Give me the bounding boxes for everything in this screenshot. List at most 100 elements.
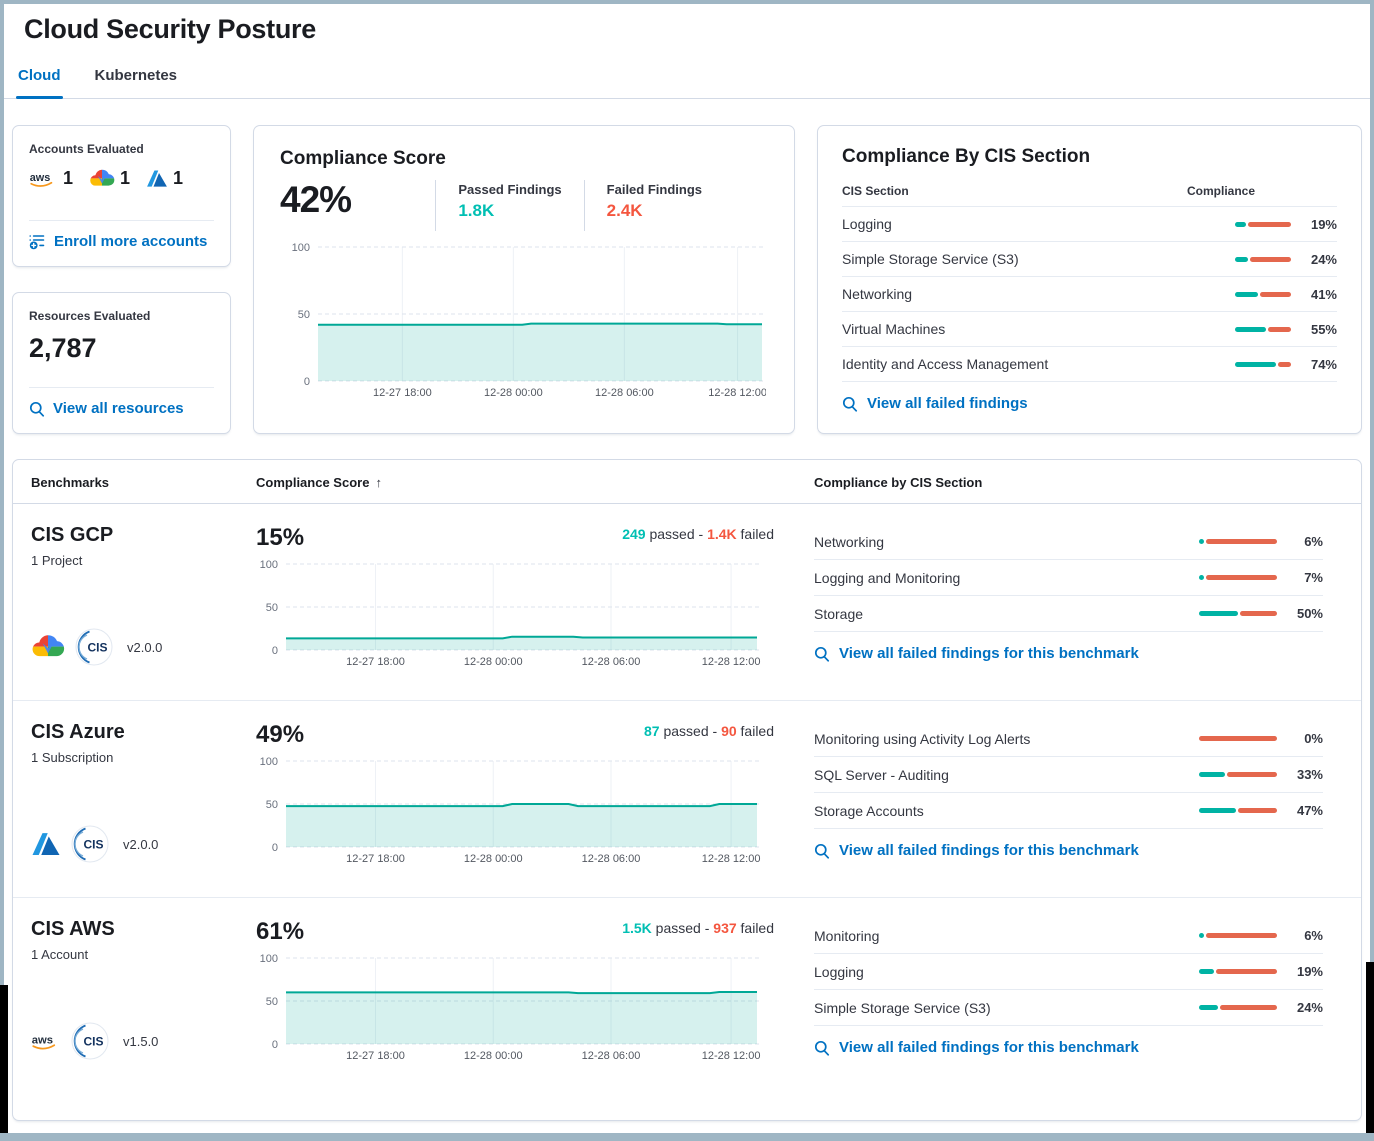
- bar-passed-segment: [1199, 539, 1204, 544]
- screenshot-artifact-right: [1366, 962, 1374, 1133]
- svg-text:12-28 12:00: 12-28 12:00: [702, 853, 761, 865]
- benchmark-row: CIS Azure 1 Subscription CIS v2.0.0 49% 87 pa…: [13, 700, 1361, 897]
- view-all-resources-link[interactable]: View all resources: [29, 400, 214, 417]
- view-failed-findings-benchmark-link[interactable]: View all failed findings for this benchm…: [814, 645, 1139, 662]
- benchmarks-table-card: Benchmarks Compliance Score ↑ Compliance …: [12, 459, 1362, 1121]
- svg-text:100: 100: [260, 953, 278, 965]
- search-icon: [814, 1040, 830, 1056]
- compliance-score-title: Compliance Score: [280, 148, 446, 169]
- svg-text:12-28 00:00: 12-28 00:00: [464, 853, 523, 865]
- benchmark-subtitle: 1 Account: [31, 947, 89, 962]
- svg-text:0: 0: [304, 376, 310, 388]
- benchmark-score-value: 49%: [256, 721, 305, 748]
- cis-section-card-title: Compliance By CIS Section: [842, 146, 1091, 167]
- benchmark-passed-failed: 249 passed - 1.4K failed: [622, 526, 774, 542]
- azure-logo-icon: [146, 169, 168, 188]
- tab-cloud[interactable]: Cloud: [16, 67, 63, 99]
- svg-text:12-28 06:00: 12-28 06:00: [582, 853, 641, 865]
- svg-text:aws: aws: [30, 172, 51, 184]
- benchmark-score-value: 15%: [256, 524, 305, 551]
- area-chart: 12-27 18:00 12-28 00:00 12-28 06:00 12-28 1…: [292, 242, 767, 399]
- svg-text:100: 100: [260, 756, 278, 768]
- resources-evaluated-count: 2,787: [29, 333, 97, 363]
- page-title: Cloud Security Posture: [24, 14, 316, 44]
- tab-kubernetes[interactable]: Kubernetes: [94, 67, 178, 84]
- benchmark-subtitle: 1 Project: [31, 553, 83, 568]
- benchmark-failed-count: 90: [721, 723, 737, 739]
- svg-text:100: 100: [292, 242, 310, 254]
- compliance-bar: [1199, 808, 1277, 813]
- svg-text:aws: aws: [32, 1034, 53, 1046]
- view-failed-findings-benchmark-label: View all failed findings for this benchm…: [839, 645, 1139, 662]
- section-percentage: 24%: [1296, 1000, 1323, 1015]
- benchmarks-table-header: Benchmarks Compliance Score ↑ Compliance …: [13, 460, 1361, 504]
- benchmark-logos: CIS v2.0.0: [31, 825, 256, 863]
- cis-section-column-header: CIS Section: [842, 184, 909, 198]
- compliance-bar: [1199, 736, 1277, 741]
- benchmark-section-row: Storage Accounts 47%: [814, 793, 1323, 829]
- benchmark-passed-failed: 1.5K passed - 937 failed: [622, 920, 774, 936]
- compliance-score-card: Compliance Score 42% Passed Findings 1.8…: [253, 125, 795, 434]
- azure-logo-icon: [31, 831, 61, 857]
- benchmark-name: CIS AWS: [31, 918, 115, 940]
- account-count: 1: [63, 168, 74, 188]
- resources-evaluated-title: Resources Evaluated: [29, 309, 151, 323]
- bar-failed-segment: [1199, 736, 1277, 741]
- benchmark-score-cell: 15% 249 passed - 1.4K failed 12-27 18:00 12…: [256, 524, 814, 692]
- passed-failed-separator: passed -: [645, 526, 708, 542]
- section-percentage: 6%: [1304, 928, 1323, 943]
- benchmark-section-row: Logging 19%: [814, 954, 1323, 990]
- section-percentage: 50%: [1296, 606, 1323, 621]
- benchmark-section-row: Simple Storage Service (S3) 24%: [814, 990, 1323, 1026]
- view-all-resources-label: View all resources: [53, 400, 184, 417]
- enroll-more-accounts-link[interactable]: Enroll more accounts: [29, 233, 214, 250]
- cis-section-percentage: 24%: [1310, 251, 1337, 267]
- compliance-score-trend-chart: 12-27 18:00 12-28 00:00 12-28 06:00 12-28 1…: [280, 239, 768, 410]
- account-count: 1: [120, 168, 131, 188]
- compliance-bar: [1199, 772, 1277, 777]
- section-name: Storage Accounts: [814, 802, 924, 819]
- cis-section-name: Logging: [842, 216, 892, 232]
- svg-text:12-28 12:00: 12-28 12:00: [702, 1050, 761, 1062]
- bar-failed-segment: [1248, 221, 1291, 227]
- gcp-logo-icon: [89, 168, 115, 189]
- failed-findings-stat: Failed Findings 2.4K: [583, 180, 702, 231]
- divider: [29, 387, 214, 388]
- svg-text:CIS: CIS: [84, 838, 104, 852]
- benchmark-info: CIS GCP 1 Project CIS v2.0.0: [31, 524, 256, 692]
- cis-logo-icon: CIS: [71, 825, 109, 863]
- benchmark-section-row: Monitoring using Activity Log Alerts 0%: [814, 721, 1323, 757]
- compliance-score-column-header[interactable]: Compliance Score ↑: [256, 475, 382, 490]
- view-failed-findings-benchmark-link[interactable]: View all failed findings for this benchm…: [814, 1039, 1139, 1056]
- accounts-evaluated-card: Accounts Evaluated aws 1 1 1 Enroll more ac…: [12, 125, 231, 267]
- compliance-score-value: 42%: [280, 179, 352, 220]
- benchmark-sections-cell: Monitoring 6% Logging 19% Simple Storage Ser…: [814, 918, 1343, 1086]
- findings-stats: Passed Findings 1.8K Failed Findings 2.4…: [413, 180, 702, 231]
- compliance-bar: [1235, 221, 1291, 227]
- svg-text:50: 50: [266, 602, 278, 614]
- sort-ascending-icon: ↑: [375, 475, 382, 490]
- compliance-column-header: Compliance: [1187, 184, 1256, 198]
- cis-section-row: Simple Storage Service (S3) 24%: [842, 241, 1337, 276]
- bar-failed-segment: [1278, 361, 1291, 367]
- section-percentage: 7%: [1304, 570, 1323, 585]
- svg-text:12-28 00:00: 12-28 00:00: [464, 656, 523, 668]
- screenshot-artifact-left: [0, 985, 8, 1133]
- account-provider-azure: 1: [146, 168, 183, 189]
- view-all-failed-findings-link[interactable]: View all failed findings: [842, 395, 1028, 412]
- bar-passed-segment: [1235, 291, 1258, 297]
- view-failed-findings-benchmark-link[interactable]: View all failed findings for this benchm…: [814, 842, 1139, 859]
- enroll-more-accounts-label: Enroll more accounts: [54, 233, 208, 250]
- section-name: Simple Storage Service (S3): [814, 999, 991, 1016]
- area-chart: 12-27 18:00 12-28 00:00 12-28 06:00 12-28 1…: [260, 953, 761, 1062]
- divider: [29, 220, 214, 221]
- account-count: 1: [173, 168, 184, 188]
- area-chart: 12-27 18:00 12-28 00:00 12-28 06:00 12-28 1…: [260, 559, 761, 668]
- compliance-by-cis-section-card: Compliance By CIS Section CIS Section Co…: [817, 125, 1362, 434]
- bar-passed-segment: [1199, 969, 1214, 974]
- bar-passed-segment: [1235, 326, 1266, 332]
- list-add-icon: [29, 233, 46, 250]
- passed-findings-stat: Passed Findings 1.8K: [435, 180, 562, 231]
- section-percentage: 47%: [1296, 803, 1323, 818]
- bar-passed-segment: [1199, 808, 1236, 813]
